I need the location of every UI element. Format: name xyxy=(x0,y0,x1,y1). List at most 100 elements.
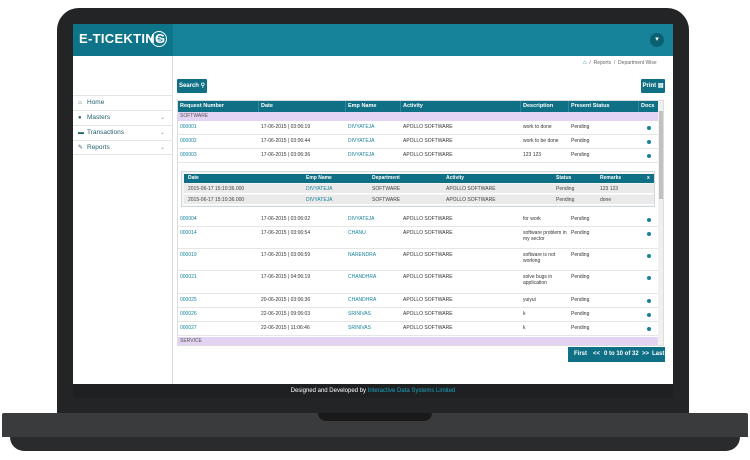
emp-name-cell[interactable]: SRINIVAS xyxy=(348,325,371,331)
emp-name-cell[interactable]: DIVYATEJA xyxy=(348,138,375,144)
emp-name-cell[interactable]: NARENDRA xyxy=(348,252,377,258)
detail-column-header: Date xyxy=(188,175,199,181)
sidebar-item-label: Reports xyxy=(87,144,110,151)
table-row[interactable]: 000019 17-06-2015 | 03:06:59 NARENDRA AP… xyxy=(178,249,658,271)
column-header[interactable]: Request Number xyxy=(178,101,259,112)
activity-cell: APOLLO SOFTWARE xyxy=(403,216,453,222)
table-row[interactable]: 000003 17-06-2015 | 03:06:36 DIVYATEJA A… xyxy=(178,149,658,163)
table-row[interactable]: 000027 22-06-2015 | 11:06:46 SRINIVAS AP… xyxy=(178,322,658,336)
request-number[interactable]: 000004 xyxy=(180,216,197,222)
column-header[interactable]: Date xyxy=(259,101,346,112)
next-page-button[interactable]: >> xyxy=(642,351,650,357)
sidebar-item-home[interactable]: ⌂ Home xyxy=(73,95,173,110)
column-header[interactable]: Emp Name xyxy=(346,101,401,112)
page-info: 0 to 10 of 32 xyxy=(604,351,639,357)
emp-name-cell[interactable]: SRINIVAS xyxy=(348,311,371,317)
prev-page-button[interactable]: << xyxy=(593,351,601,357)
document-icon[interactable] xyxy=(647,327,651,331)
status-cell: Pending xyxy=(571,311,590,317)
table-row[interactable]: 000026 22-06-2015 | 09:06:03 SRINIVAS AP… xyxy=(178,308,658,322)
request-number[interactable]: 000002 xyxy=(180,138,197,144)
column-header[interactable]: Docs xyxy=(641,103,655,109)
sidebar-item-label: Home xyxy=(87,99,105,106)
detail-cell: APOLLO SOFTWARE xyxy=(446,186,496,192)
last-page-button[interactable]: Last xyxy=(652,351,665,357)
detail-cell: 123 123 xyxy=(600,186,619,192)
sidebar-item-masters[interactable]: ● Masters ⌄ xyxy=(73,110,173,125)
request-number[interactable]: 000019 xyxy=(180,252,197,258)
document-icon[interactable] xyxy=(647,299,651,303)
request-number[interactable]: 000026 xyxy=(180,311,197,317)
close-icon[interactable]: x xyxy=(647,175,650,181)
description-cell: software is not working xyxy=(523,252,556,264)
request-number[interactable]: 000003 xyxy=(180,152,197,158)
detail-cell: SOFTWARE xyxy=(372,197,401,203)
chevron-down-icon: ⌄ xyxy=(159,115,165,121)
table-scrollbar[interactable] xyxy=(658,101,663,345)
request-number[interactable]: 000001 xyxy=(180,124,197,130)
scrollbar-thumb[interactable] xyxy=(659,111,663,199)
document-icon[interactable] xyxy=(647,254,651,258)
table-row[interactable]: 000014 17-06-2015 | 03:06:54 CHANU APOLL… xyxy=(178,227,658,249)
request-number[interactable]: 000025 xyxy=(180,297,197,303)
sidebar-item-reports[interactable]: ✎ Reports ⌄ xyxy=(73,140,173,155)
sidebar-item-label: Masters xyxy=(87,114,111,121)
request-number[interactable]: 000027 xyxy=(180,325,197,331)
column-header[interactable]: Description xyxy=(521,101,569,112)
emp-name-cell[interactable]: DIVYATEJA xyxy=(348,124,375,130)
activity-cell: APOLLO SOFTWARE xyxy=(403,325,453,331)
sidebar: ⌂ Home ● Masters ⌄ ▬ Transactions ⌄ ✎ Report… xyxy=(73,56,173,384)
laptop-notch xyxy=(318,413,432,421)
table-header: Request Number Date Emp Name Activity De… xyxy=(178,101,658,112)
sidebar-item-label: Transactions xyxy=(87,129,124,136)
document-icon[interactable] xyxy=(647,140,651,144)
card-icon: ▬ xyxy=(78,130,84,136)
group-row-service: SERVICE xyxy=(178,337,658,345)
emp-name-cell[interactable]: CHANDHRA xyxy=(348,274,377,280)
date-cell: 22-06-2015 | 11:06:46 xyxy=(261,325,310,331)
date-cell: 17-06-2015 | 03:06:36 xyxy=(261,152,311,158)
emp-name-cell[interactable]: CHANU xyxy=(348,230,366,236)
printer-icon: ▤ xyxy=(657,83,664,89)
table-row[interactable]: 000001 17-06-2015 | 03:06:19 DIVYATEJA A… xyxy=(178,121,658,135)
pagination: First << 0 to 10 of 32 >> Last xyxy=(568,347,665,362)
first-page-button[interactable]: First xyxy=(574,351,588,357)
sidebar-item-transactions[interactable]: ▬ Transactions ⌄ xyxy=(73,125,173,140)
document-icon[interactable] xyxy=(647,218,651,222)
print-button[interactable]: Print ▤ xyxy=(641,79,665,93)
document-icon[interactable] xyxy=(647,126,651,130)
document-icon[interactable] xyxy=(647,313,651,317)
requests-table: Request Number Date Emp Name Activity De… xyxy=(177,100,664,346)
document-icon[interactable] xyxy=(647,276,651,280)
detail-column-header: Department xyxy=(372,175,400,181)
brand-area: E-TICEKTING ≡ xyxy=(73,24,173,56)
emp-name-cell[interactable]: CHANDHRA xyxy=(348,297,377,303)
detail-column-header: Activity xyxy=(446,175,465,181)
table-row[interactable]: 000002 17-06-2015 | 03:06:44 DIVYATEJA A… xyxy=(178,135,658,149)
date-cell: 17-06-2015 | 04:06:19 xyxy=(261,274,311,280)
request-number[interactable]: 000021 xyxy=(180,274,197,280)
hamburger-icon[interactable]: ≡ xyxy=(151,31,167,47)
detail-cell: DIVYATEJA xyxy=(306,186,333,192)
search-button[interactable]: Search ⚲ xyxy=(177,79,207,93)
status-cell: Pending xyxy=(571,297,590,303)
description-cell: software problem in my sector xyxy=(523,230,567,242)
request-detail-panel: Date Emp Name Department Activity Status… xyxy=(181,171,655,207)
description-cell: k xyxy=(523,325,526,331)
table-row[interactable]: 000025 20-06-2015 | 03:06:36 CHANDHRA AP… xyxy=(178,294,658,308)
document-icon[interactable] xyxy=(647,232,651,236)
table-row[interactable]: 000004 17-06-2015 | 03:06:02 DIVYATEJA A… xyxy=(178,213,658,227)
footer-company-link[interactable]: Interactive Data Systems Limited xyxy=(367,388,456,394)
emp-name-cell[interactable]: DIVYATEJA xyxy=(348,152,375,158)
column-header[interactable]: Activity xyxy=(401,101,521,112)
chevron-down-icon[interactable]: ▾ xyxy=(650,33,664,47)
date-cell: 22-06-2015 | 09:06:03 xyxy=(261,311,311,317)
breadcrumb-item[interactable]: Reports xyxy=(593,60,612,66)
request-number[interactable]: 000014 xyxy=(180,230,197,236)
chevron-down-icon: ⌄ xyxy=(159,130,165,136)
home-icon[interactable]: ⌂ xyxy=(583,60,587,66)
emp-name-cell[interactable]: DIVYATEJA xyxy=(348,216,375,222)
column-header[interactable]: Present Status xyxy=(569,101,639,112)
document-icon[interactable] xyxy=(647,154,651,158)
table-row[interactable]: 000021 17-06-2015 | 04:06:19 CHANDHRA AP… xyxy=(178,271,658,294)
